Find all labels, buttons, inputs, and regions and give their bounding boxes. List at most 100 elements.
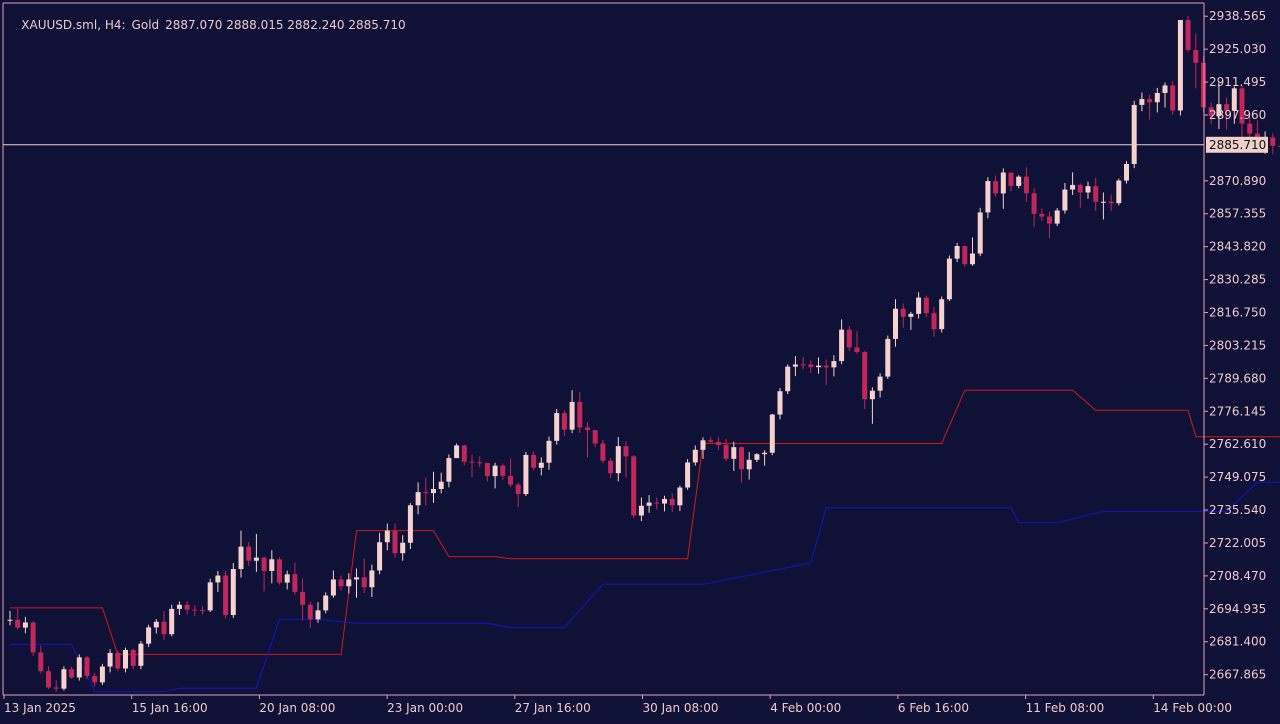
candle [323, 592, 328, 613]
candle-body [1124, 164, 1129, 181]
y-tick-label: 2749.075 [1209, 470, 1266, 484]
candle-body [1024, 177, 1029, 194]
candle-body [685, 462, 690, 487]
candle-body [239, 547, 244, 569]
candle [654, 497, 659, 509]
y-tick-label: 2911.495 [1209, 75, 1266, 89]
candle-body [192, 610, 197, 611]
candle [500, 463, 505, 479]
candle-body [1070, 185, 1075, 190]
candle [1116, 179, 1121, 206]
lower-channel-line [10, 164, 1280, 692]
candle [185, 601, 190, 614]
candle-body [223, 576, 228, 615]
candle [1024, 167, 1029, 202]
candle-body [446, 458, 451, 482]
candle-body [608, 461, 613, 473]
candle-body [901, 309, 906, 317]
candle-body [354, 577, 359, 579]
candle-body [1116, 181, 1121, 204]
y-tick-label: 2843.820 [1209, 240, 1266, 254]
candle [585, 422, 590, 457]
candle [69, 667, 74, 679]
candle-body [932, 313, 937, 329]
candle-body [978, 212, 983, 253]
candle-body [131, 650, 136, 666]
axes-layer: 2938.5652925.0302911.4952897.9602870.890… [3, 3, 1268, 715]
candle [970, 237, 975, 265]
candle [215, 571, 220, 592]
x-tick-label: 13 Jan 2025 [4, 701, 76, 715]
candle [162, 611, 167, 639]
y-tick-label: 2870.890 [1209, 174, 1266, 188]
candle-body [993, 181, 998, 193]
candle [947, 255, 952, 300]
candle [1078, 183, 1083, 208]
candle-body [462, 445, 467, 461]
candle-body [61, 669, 66, 688]
candle [408, 503, 413, 549]
candle-body [385, 531, 390, 543]
candle-body [115, 653, 120, 669]
candle-body [108, 653, 113, 667]
candle [662, 496, 667, 512]
x-tick-label: 30 Jan 08:00 [643, 701, 719, 715]
candles-layer [8, 13, 1280, 691]
candle-body [1055, 210, 1060, 223]
candle-body [208, 582, 213, 610]
candle-body [400, 543, 405, 553]
candle [600, 440, 605, 464]
candle-body [701, 440, 706, 449]
candle [223, 571, 228, 619]
candle [624, 441, 629, 477]
candle-body [662, 499, 667, 504]
candle-body [1016, 177, 1021, 186]
candle [762, 450, 767, 465]
candle-body [246, 547, 251, 561]
candle [138, 641, 143, 669]
candle [462, 445, 467, 465]
candle-body [1078, 185, 1083, 193]
candle-body [200, 610, 205, 611]
candle-body [262, 558, 267, 571]
candle [1170, 81, 1175, 115]
x-tick-label: 23 Jan 00:00 [387, 701, 463, 715]
candle-body [731, 447, 736, 459]
candle [254, 534, 259, 572]
candle [754, 453, 759, 462]
candle-body [855, 347, 860, 352]
candle-body [477, 462, 482, 463]
candle-body [1139, 99, 1144, 105]
candle [285, 571, 290, 590]
candle-body [269, 559, 274, 571]
candle-body [454, 445, 459, 458]
candle [416, 482, 421, 514]
candle [770, 414, 775, 455]
instrument-description: Gold [132, 18, 160, 32]
candle-body [1032, 193, 1037, 214]
candle [939, 297, 944, 333]
candle-body [754, 454, 759, 460]
y-tick-label: 2830.285 [1209, 273, 1266, 287]
candle-body [470, 462, 475, 463]
candle [554, 409, 559, 445]
candle [1216, 83, 1221, 129]
candle [1155, 88, 1160, 113]
candle [801, 357, 806, 369]
candle [878, 373, 883, 397]
candle-body [1009, 173, 1014, 186]
candle-body [724, 445, 729, 459]
candle-body [539, 463, 544, 468]
candle [908, 312, 913, 330]
candle-body [393, 531, 398, 554]
candle-body [1178, 20, 1183, 110]
candle-body [862, 352, 867, 399]
y-tick-label: 2722.005 [1209, 536, 1266, 550]
candle-body [793, 364, 798, 366]
candle-body [1093, 186, 1098, 202]
candle [547, 437, 552, 470]
candle [239, 531, 244, 578]
candle [885, 336, 890, 380]
